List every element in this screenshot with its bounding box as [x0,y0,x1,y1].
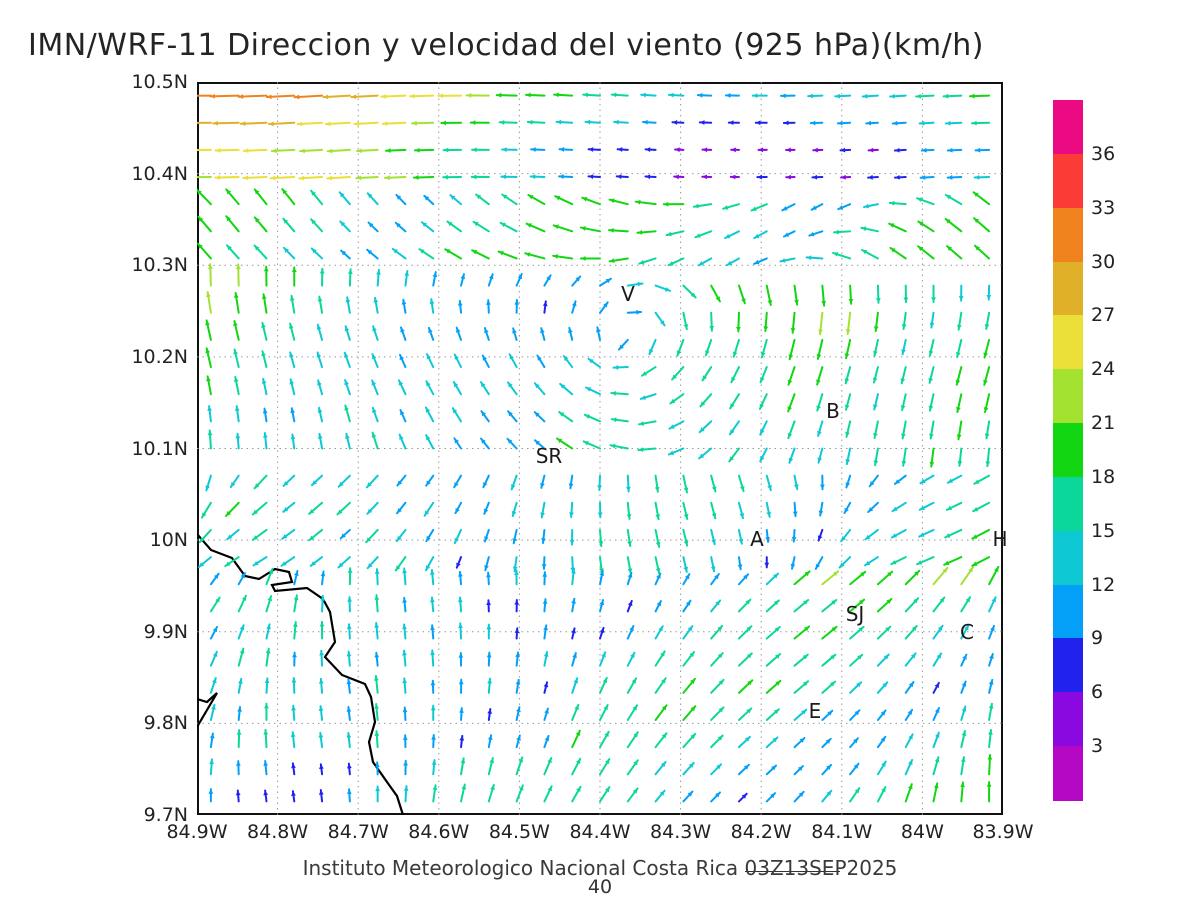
footer-text: Instituto Meteorologico Nacional Costa R… [302,856,898,880]
colorbar-tick-18: 18 [1091,465,1116,488]
reference-vector-line [745,871,840,872]
colorbar-band-2 [1053,207,1083,263]
colorbar-band-12 [1053,746,1083,801]
colorbar-tick-9: 9 [1091,627,1104,650]
y-axis-tick-9.8N: 9.8N [143,712,188,735]
x-axis-tick-84.9W: 84.9W [166,821,228,843]
colorbar-band-9 [1053,584,1083,640]
x-axis-tick-84.3W: 84.3W [650,821,712,843]
colorbar-tick-24: 24 [1091,358,1116,381]
wind-vector-plot[interactable] [197,82,1003,815]
x-axis-tick-84W: 84W [900,821,944,843]
y-axis-labels: 10.5N 10.4N 10.3N 10.2N 10.1N 10N 9.9N 9.8N 9.7N [0,0,190,900]
colorbar[interactable]: 36 33 30 27 24 21 18 15 12 9 6 3 [1053,100,1115,801]
colorbar-band-11 [1053,692,1083,747]
x-axis-tick-84.8W: 84.8W [247,821,309,843]
y-axis-tick-10.4N: 10.4N [131,162,188,185]
y-axis-tick-10.1N: 10.1N [131,437,188,460]
colorbar-band-6 [1053,423,1083,478]
x-axis-tick-84.5W: 84.5W [488,821,550,843]
colorbar-tick-30: 30 [1091,250,1116,273]
colorbar-tick-3: 3 [1091,735,1104,758]
x-axis-tick-84.2W: 84.2W [730,821,792,843]
x-axis-tick-83.9W: 83.9W [972,821,1034,843]
y-axis-tick-10.5N: 10.5N [131,71,188,93]
colorbar-band-3 [1053,261,1083,316]
y-axis-tick-10N: 10N [149,529,188,552]
colorbar-tick-21: 21 [1091,412,1116,435]
x-axis-tick-84.1W: 84.1W [811,821,873,843]
colorbar-tick-12: 12 [1091,573,1116,596]
colorbar-tick-15: 15 [1091,519,1116,542]
reference-vector-label: 40 [587,876,613,898]
colorbar-band-10 [1053,638,1083,693]
y-axis-tick-10.3N: 10.3N [131,254,188,277]
colorbar-band-1 [1053,153,1083,209]
colorbar-band-0 [1053,100,1083,155]
colorbar-tick-27: 27 [1091,304,1116,327]
x-axis-tick-84.7W: 84.7W [327,821,389,843]
colorbar-band-4 [1053,315,1083,370]
colorbar-tick-6: 6 [1091,681,1104,704]
x-axis-tick-84.6W: 84.6W [408,821,470,843]
page-title: IMN/WRF-11 Direccion y velocidad del vie… [28,28,984,63]
colorbar-tick-36: 36 [1091,142,1116,165]
colorbar-tick-33: 33 [1091,196,1116,219]
y-axis-tick-9.9N: 9.9N [143,620,188,643]
colorbar-band-8 [1053,530,1083,586]
y-axis-tick-10.2N: 10.2N [131,345,188,368]
colorbar-band-5 [1053,369,1083,424]
y-axis-tick-9.7N: 9.7N [143,804,188,826]
colorbar-band-7 [1053,476,1083,532]
x-axis-tick-84.4W: 84.4W [569,821,631,843]
wind-barbs [197,92,1000,803]
coastline-main [197,533,405,815]
coastline-inlet [197,692,218,728]
